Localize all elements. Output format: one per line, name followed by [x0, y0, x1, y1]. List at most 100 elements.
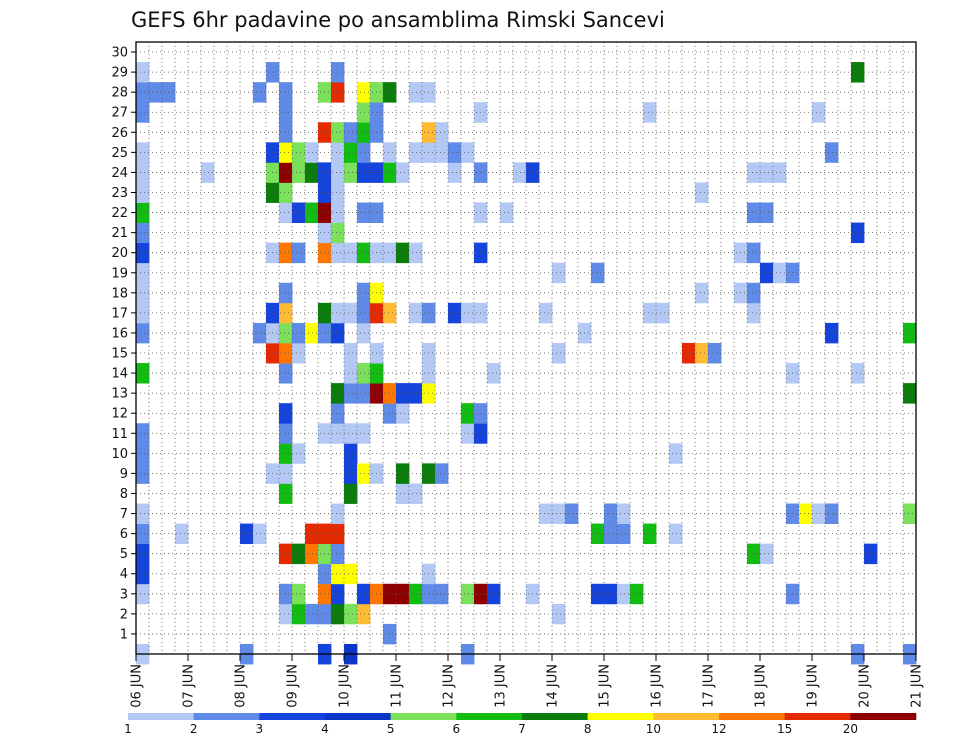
- heatmap-cell: [331, 403, 345, 424]
- heatmap-cell: [591, 523, 605, 545]
- heatmap-cell: [357, 383, 371, 404]
- colorbar-swatch: [259, 713, 326, 720]
- heatmap-cell: [305, 322, 319, 344]
- y-tick-label: 20: [111, 246, 128, 261]
- heatmap-cell: [695, 282, 709, 304]
- heatmap-cell: [357, 122, 371, 143]
- heatmap-cell: [864, 543, 878, 565]
- heatmap-cell: [331, 563, 345, 585]
- colorbar-swatch: [719, 713, 785, 720]
- plot-frame: [135, 41, 917, 655]
- colorbar-label: 2: [190, 722, 198, 736]
- x-tick-label: 13 JUN: [494, 664, 509, 708]
- y-tick-label: 9: [120, 467, 128, 482]
- heatmap-cell: [812, 503, 826, 524]
- heatmap-cell: [331, 122, 345, 143]
- x-tick-label: 08 JUN: [234, 664, 249, 708]
- colorbar-label: 3: [256, 722, 264, 736]
- colorbar-swatch: [128, 713, 194, 720]
- y-tick-label: 21: [111, 226, 128, 241]
- heatmap-cell: [279, 122, 293, 143]
- y-tick-label: 30: [111, 46, 128, 61]
- heatmap-cell: [695, 342, 709, 364]
- y-tick-label: 12: [111, 407, 128, 422]
- heatmap-cell: [591, 583, 605, 605]
- heatmap-cell: [747, 282, 761, 304]
- heatmap-cell: [747, 242, 761, 264]
- heatmap-cells: [136, 62, 917, 665]
- heatmap-cell: [331, 242, 345, 264]
- y-tick-label: 13: [111, 387, 128, 402]
- y-tick-label: 28: [111, 86, 128, 101]
- heatmap-cell: [357, 603, 371, 625]
- x-tick-label: 11 JUN: [390, 664, 405, 708]
- colorbar-label: 15: [777, 722, 792, 736]
- heatmap-cell: [383, 142, 397, 163]
- heatmap-cell: [136, 142, 150, 163]
- heatmap-cell: [383, 82, 397, 103]
- heatmap-cell: [903, 503, 917, 524]
- heatmap-cell: [136, 202, 150, 223]
- heatmap-cell: [344, 342, 358, 364]
- heatmap-cell: [383, 623, 397, 645]
- heatmap-cell: [552, 262, 566, 284]
- heatmap-cell: [604, 523, 618, 545]
- heatmap-cell: [396, 242, 410, 264]
- heatmap-cell: [292, 322, 306, 344]
- heatmap-cell: [669, 443, 683, 464]
- heatmap-cell: [357, 202, 371, 223]
- heatmap-cell: [903, 383, 917, 404]
- heatmap-cell: [136, 302, 150, 324]
- y-tick-label: 4: [120, 567, 128, 582]
- heatmap-cell: [331, 202, 345, 223]
- colorbar-swatch: [587, 713, 654, 720]
- y-tick-label: 16: [111, 326, 128, 341]
- x-tick-label: 09 JUN: [286, 664, 301, 708]
- heatmap-cell: [136, 162, 150, 183]
- heatmap-cell: [136, 563, 150, 585]
- heatmap-cell: [279, 242, 293, 264]
- y-tick-label: 2: [120, 607, 128, 622]
- heatmap-cell: [396, 383, 410, 404]
- heatmap-cell: [383, 302, 397, 324]
- y-axis-ticks: 1234567891011121314151617181920212223242…: [111, 46, 136, 642]
- heatmap-cell: [448, 302, 462, 324]
- heatmap-cell: [292, 142, 306, 163]
- heatmap-cell: [643, 302, 657, 324]
- heatmap-cell: [292, 342, 306, 364]
- colorbar-label: 12: [711, 722, 726, 736]
- heatmap-cell: [409, 242, 423, 264]
- heatmap-cell: [357, 583, 371, 605]
- heatmap-cell: [552, 342, 566, 364]
- heatmap-cell: [357, 322, 371, 344]
- heatmap-cell: [357, 242, 371, 264]
- heatmap-cell: [539, 302, 553, 324]
- heatmap-cell: [292, 443, 306, 464]
- heatmap-cell: [331, 423, 345, 444]
- heatmap-cell: [136, 503, 150, 524]
- heatmap-cell: [396, 483, 410, 504]
- colorbar-label: 8: [584, 722, 592, 736]
- heatmap-cell: [643, 102, 657, 123]
- heatmap-cell: [383, 383, 397, 404]
- heatmap-cell: [279, 583, 293, 605]
- heatmap-cell: [383, 162, 397, 183]
- heatmap-cell: [344, 443, 358, 464]
- x-axis-ticks: 06 JUN 07 JUN 08 JUN 09 JUN 10 JUN 11 JUN 12 J…: [130, 654, 925, 708]
- heatmap-cell: [357, 162, 371, 183]
- heatmap-cell: [565, 503, 579, 524]
- colorbar-label: 5: [387, 722, 395, 736]
- heatmap-cell: [383, 242, 397, 264]
- heatmap-cell: [409, 82, 423, 103]
- heatmap-cell: [136, 262, 150, 284]
- y-tick-label: 17: [111, 306, 128, 321]
- heatmap-cell: [201, 162, 215, 183]
- y-tick-label: 3: [120, 587, 128, 602]
- heatmap-cell: [136, 363, 150, 384]
- heatmap-cell: [396, 162, 410, 183]
- heatmap-cell: [825, 142, 839, 163]
- heatmap-cell: [487, 583, 501, 605]
- y-tick-label: 7: [120, 507, 128, 522]
- heatmap-cell: [279, 483, 293, 504]
